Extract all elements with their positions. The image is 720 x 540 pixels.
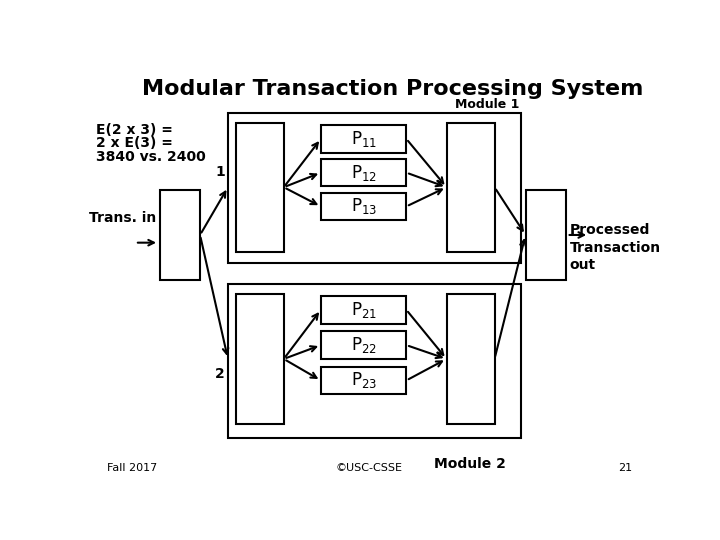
Bar — [321, 367, 406, 394]
Bar — [321, 296, 406, 323]
Text: Trans. in: Trans. in — [89, 211, 157, 225]
Bar — [446, 294, 495, 423]
Text: E(2 x 3) =: E(2 x 3) = — [96, 123, 173, 137]
Bar — [228, 112, 521, 262]
Text: P$_{13}$: P$_{13}$ — [351, 197, 377, 217]
Text: 3840 vs. 2400: 3840 vs. 2400 — [96, 150, 206, 164]
Text: P$_{23}$: P$_{23}$ — [351, 370, 377, 390]
Text: Modular Transaction Processing System: Modular Transaction Processing System — [142, 79, 643, 99]
Text: 21: 21 — [618, 463, 632, 473]
Text: 2 x E(3) =: 2 x E(3) = — [96, 137, 173, 151]
Text: P$_{11}$: P$_{11}$ — [351, 129, 377, 148]
Bar — [321, 193, 406, 220]
Text: Fall 2017: Fall 2017 — [107, 463, 157, 473]
Text: Processed
Transaction
out: Processed Transaction out — [570, 224, 661, 272]
Bar — [526, 190, 566, 280]
Bar — [160, 190, 200, 280]
Bar — [446, 123, 495, 252]
Bar — [321, 125, 406, 153]
Bar — [235, 123, 284, 252]
Bar — [235, 294, 284, 423]
Text: Module 1: Module 1 — [455, 98, 519, 111]
Text: Module 2: Module 2 — [434, 457, 505, 471]
Text: P$_{12}$: P$_{12}$ — [351, 163, 377, 183]
Bar — [321, 331, 406, 359]
Bar — [228, 284, 521, 438]
Bar — [321, 159, 406, 186]
Text: P$_{21}$: P$_{21}$ — [351, 300, 377, 320]
Text: 2: 2 — [215, 367, 225, 381]
Text: ©USC-CSSE: ©USC-CSSE — [336, 463, 402, 473]
Text: P$_{22}$: P$_{22}$ — [351, 335, 377, 355]
Text: 1: 1 — [215, 165, 225, 179]
